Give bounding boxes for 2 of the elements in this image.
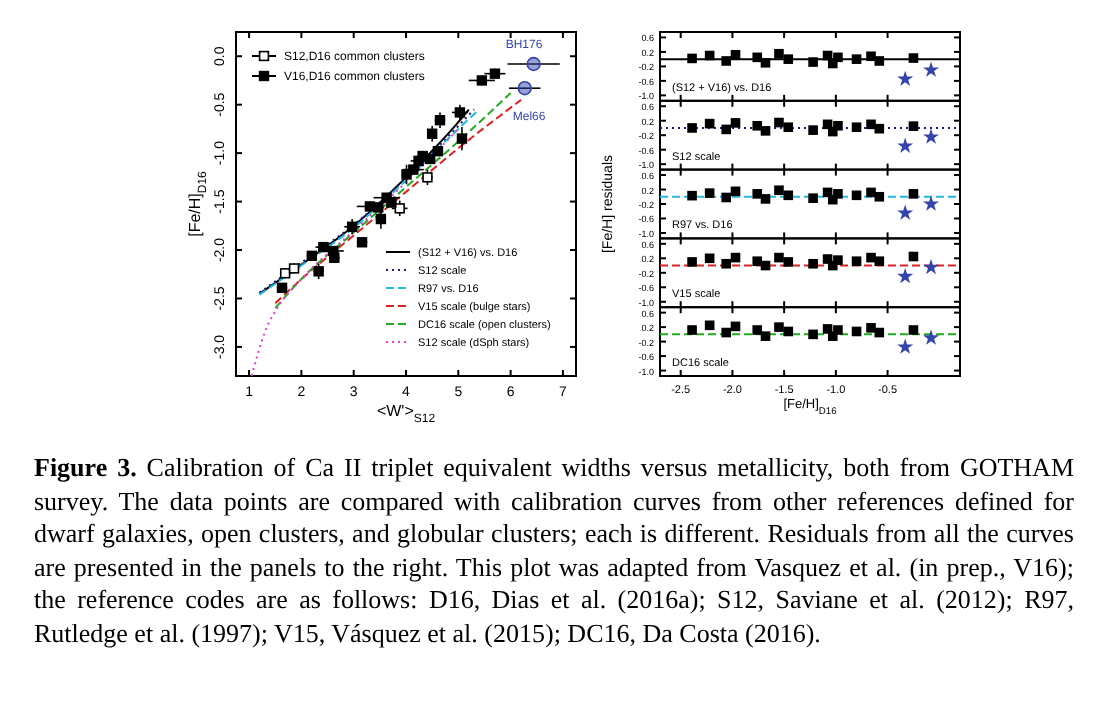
caption: Figure 3. Calibration of Ca II triplet equivalent widths versus metallicity, both from GOTHAM survey. The data points are compared with calibration curves from other references defined for dwarf galaxies, open clusters, and globular clusters; each is different. Residuals from all the curves are presented in the panels to the right. This plot was adapted from Vasquez et al. (in prep., V16); the reference codes are as follows: D16, Dias et al. (2016a); S12, Saviane et al. (2012); R97, Rutledge et al. (1997); V15, Vásquez et al. (2015); DC16, Da Costa (2016). — [34, 452, 1074, 650]
x-axis-title: <W'>$_{S12}$ — [376, 402, 437, 426]
